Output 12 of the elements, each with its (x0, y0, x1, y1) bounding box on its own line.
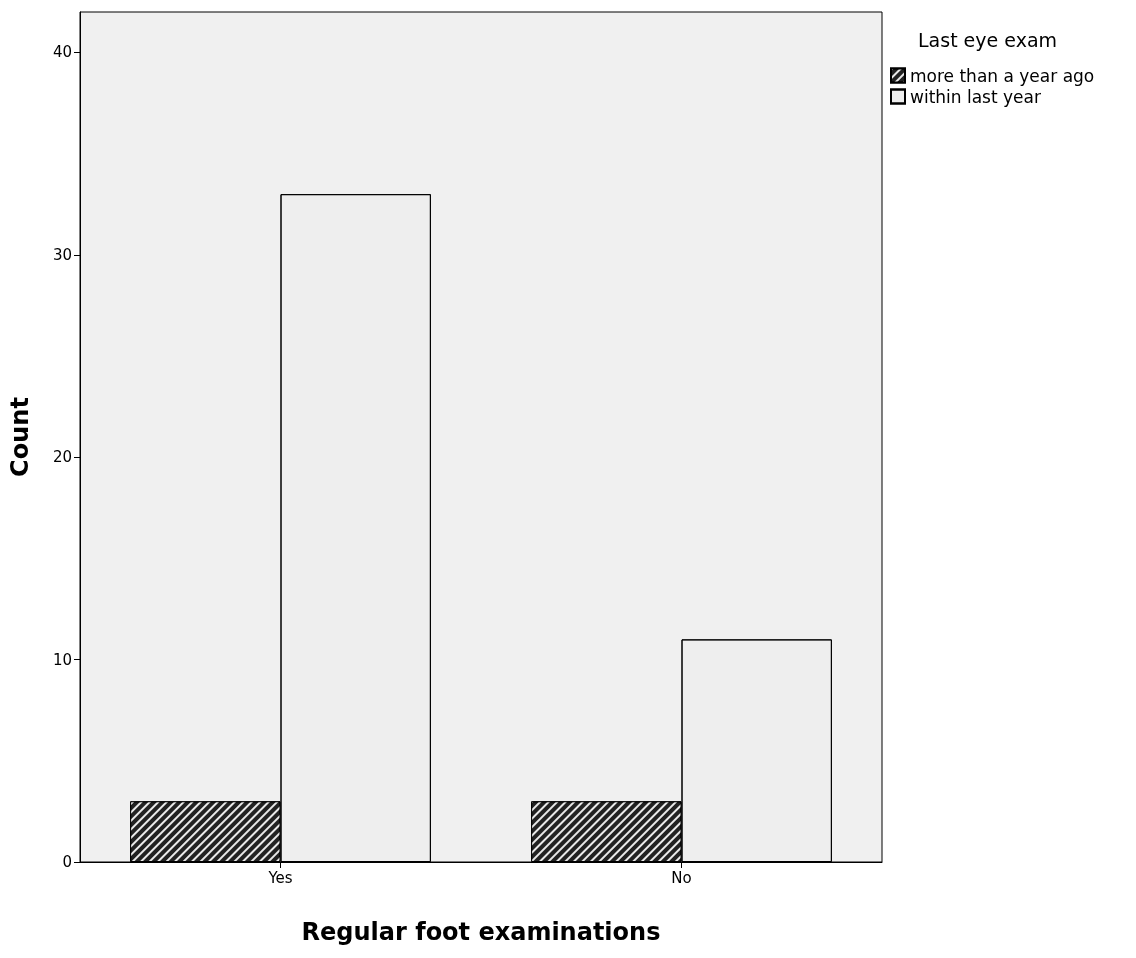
y-tick-label: 10 (52, 650, 72, 669)
legend-label: within last year (910, 86, 1041, 107)
x-axis-title: Regular foot examinations (301, 918, 661, 946)
x-tick-label: No (671, 868, 692, 887)
x-tick-label: Yes (267, 868, 293, 887)
legend-label: more than a year ago (910, 65, 1095, 86)
y-tick-label: 20 (52, 448, 72, 467)
legend-title: Last eye exam (918, 28, 1058, 51)
y-tick-label: 30 (52, 245, 72, 264)
y-axis-title: Count (6, 397, 34, 477)
y-tick-label: 40 (52, 43, 72, 62)
y-tick-label: 0 (62, 853, 72, 871)
